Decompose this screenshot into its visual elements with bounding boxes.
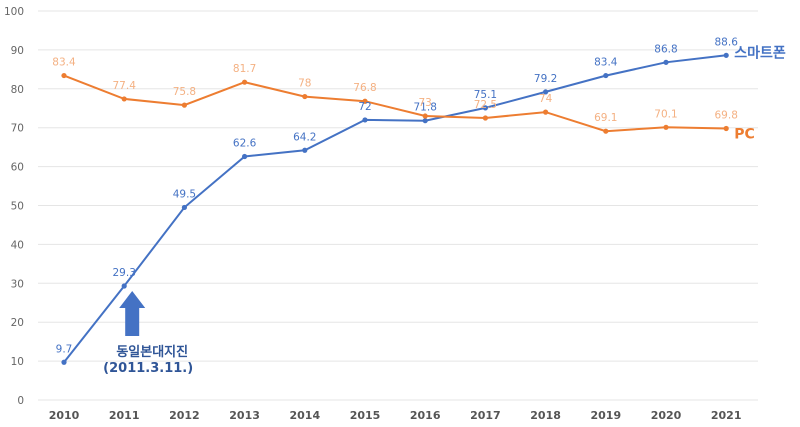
data-point	[663, 59, 669, 65]
data-label: 86.8	[654, 43, 677, 55]
x-axis-ticks: 2010 2011 2012 2013 2014 2015 2016 2017 2018 2019…	[49, 409, 742, 422]
data-label: 29.3	[113, 267, 136, 279]
x-tick-label: 2010	[49, 409, 80, 422]
data-label: 75.8	[173, 86, 196, 98]
x-tick-label: 2019	[590, 409, 621, 422]
series-names: 스마트폰 PC	[734, 45, 786, 142]
data-point	[543, 89, 549, 95]
data-point	[302, 147, 308, 153]
data-labels: 9.7 29.3 49.5 62.6 64.2 72 71.8 75.1 79.2 83.4 86.…	[52, 36, 738, 355]
data-point	[422, 118, 428, 124]
data-label: 72	[358, 101, 371, 113]
data-label: 73	[419, 97, 432, 109]
data-point	[362, 98, 368, 104]
x-tick-label: 2013	[229, 409, 260, 422]
annotation-date: (2011.3.11.)	[103, 361, 193, 376]
data-label: 71.8	[414, 102, 437, 114]
data-point	[482, 115, 488, 121]
data-label: 69.8	[715, 109, 738, 121]
data-label: 64.2	[293, 131, 316, 143]
data-point	[543, 109, 549, 115]
annotation-title: 동일본대지진	[116, 344, 188, 360]
data-label: 81.7	[233, 63, 256, 75]
data-label: 69.1	[594, 112, 617, 124]
data-label: 9.7	[56, 343, 73, 355]
data-label: 77.4	[113, 80, 137, 92]
series-name-label: 스마트폰	[734, 45, 786, 61]
x-tick-label: 2011	[109, 409, 140, 422]
x-tick-label: 2016	[410, 409, 441, 422]
x-tick-label: 2015	[350, 409, 381, 422]
data-point	[242, 79, 248, 85]
up-arrow-icon	[119, 291, 146, 336]
y-tick-label: 90	[11, 45, 24, 57]
series-name-label: PC	[734, 126, 755, 142]
data-label: 74	[539, 93, 553, 105]
data-label: 83.4	[52, 57, 76, 69]
annotation: 동일본대지진 (2011.3.11.)	[103, 291, 193, 376]
y-tick-label: 20	[11, 317, 24, 329]
y-axis-ticks: 0 10 20 30 40 50 60 70 80 90 100	[4, 6, 24, 407]
y-tick-label: 40	[11, 239, 24, 251]
data-point	[422, 113, 428, 119]
data-point	[723, 52, 729, 58]
y-tick-label: 10	[11, 356, 24, 368]
data-label: 88.6	[715, 36, 739, 48]
y-tick-label: 70	[11, 123, 24, 135]
series-line	[63, 54, 727, 363]
x-tick-label: 2020	[651, 409, 682, 422]
data-point	[121, 96, 127, 102]
data-point	[603, 72, 609, 79]
x-tick-label: 2021	[711, 409, 742, 422]
y-tick-label: 100	[4, 6, 24, 18]
gridlines	[38, 10, 758, 401]
data-label: 79.2	[534, 73, 557, 85]
data-point	[181, 102, 187, 108]
data-point	[603, 128, 609, 134]
series-lines	[63, 54, 727, 363]
data-label: 76.8	[353, 82, 376, 94]
x-tick-label: 2017	[470, 409, 501, 422]
data-point	[242, 153, 248, 160]
data-label: 78	[298, 78, 311, 90]
data-label: 72.5	[474, 99, 497, 111]
x-tick-label: 2018	[530, 409, 561, 422]
data-point	[61, 72, 67, 79]
x-tick-label: 2014	[289, 409, 320, 422]
data-label: 62.6	[233, 137, 257, 149]
series-line	[63, 74, 727, 133]
data-point	[362, 117, 368, 123]
data-label: 49.5	[173, 188, 196, 200]
data-point	[302, 93, 308, 100]
data-point	[482, 105, 488, 111]
data-label: 70.1	[654, 108, 677, 120]
data-point	[181, 204, 187, 211]
data-point	[121, 283, 127, 289]
x-tick-label: 2012	[169, 409, 200, 422]
y-tick-label: 30	[11, 278, 24, 290]
data-points	[61, 52, 729, 365]
y-tick-label: 80	[11, 84, 24, 96]
data-point	[61, 359, 67, 365]
y-tick-label: 0	[17, 395, 24, 407]
data-point	[723, 125, 729, 132]
data-label: 83.4	[594, 57, 618, 69]
y-tick-label: 60	[11, 162, 24, 174]
data-label: 75.1	[474, 89, 497, 101]
data-point	[663, 124, 669, 130]
y-tick-label: 50	[11, 201, 24, 213]
